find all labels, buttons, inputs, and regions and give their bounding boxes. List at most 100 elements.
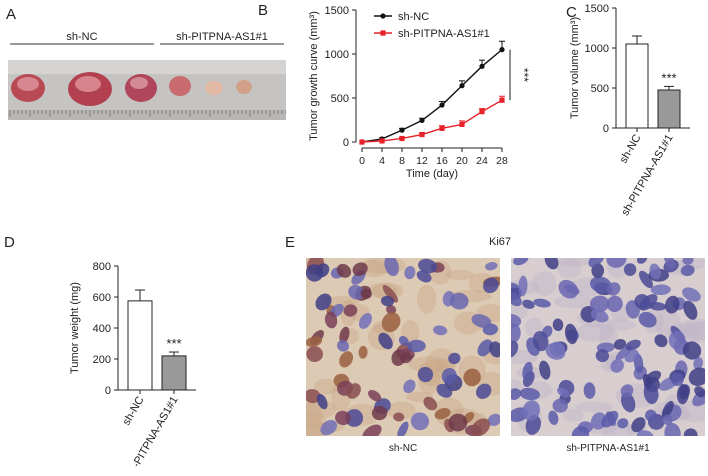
cell-nucleus <box>522 299 535 309</box>
cell-nucleus <box>606 295 623 313</box>
data-point <box>439 125 445 131</box>
stroma <box>306 400 323 428</box>
cell-nucleus <box>588 258 605 268</box>
data-point <box>419 117 425 124</box>
cell-nucleus <box>384 258 399 277</box>
tumor-2-highlight <box>75 76 101 92</box>
cell-nucleus <box>634 294 650 309</box>
stroma <box>306 399 337 419</box>
cell-nucleus <box>589 295 610 313</box>
cell-nucleus <box>368 389 382 402</box>
stroma <box>532 270 557 297</box>
data-point <box>439 102 445 108</box>
stroma <box>445 269 475 281</box>
cell-nucleus <box>398 335 409 346</box>
cell-nucleus <box>306 336 323 347</box>
cell-nucleus <box>624 349 639 363</box>
legend-marker <box>380 13 386 19</box>
cell-nucleus <box>483 277 499 294</box>
legend-marker <box>380 30 386 36</box>
tumor-1-highlight <box>17 77 39 91</box>
cell-nucleus <box>650 284 671 296</box>
cell-nucleus <box>552 398 568 413</box>
cell-nucleus <box>511 291 522 307</box>
cell-nucleus <box>434 408 451 420</box>
cell-nucleus <box>407 339 426 353</box>
series-line-sh-pitpna <box>361 99 503 143</box>
data-point <box>399 135 405 142</box>
cell-nucleus <box>418 258 438 274</box>
cell-nucleus <box>590 309 609 323</box>
stroma <box>681 321 705 340</box>
stroma <box>386 401 416 420</box>
stroma <box>553 294 598 309</box>
cell-nucleus <box>511 313 522 328</box>
cell-nucleus <box>522 400 540 421</box>
cell-nucleus <box>683 428 698 436</box>
cell-nucleus <box>448 413 468 432</box>
cell-nucleus <box>625 339 641 351</box>
cell-nucleus <box>533 298 551 308</box>
y-tick-label: 1000 <box>585 43 609 55</box>
cell-nucleus <box>683 300 698 320</box>
stroma <box>360 259 389 278</box>
panel-letter-a: A <box>6 6 17 23</box>
cell-nucleus <box>595 349 610 363</box>
legend-label: sh-NC <box>398 11 429 23</box>
ihc-image-sh-nc <box>306 258 500 436</box>
cell-nucleus <box>358 345 368 359</box>
panel-letter-c: C <box>566 4 577 21</box>
cell-nucleus <box>642 373 653 389</box>
cell-nucleus <box>416 270 432 283</box>
cell-nucleus <box>386 304 397 315</box>
cell-nucleus <box>324 311 338 329</box>
data-point <box>419 131 425 138</box>
cell-nucleus <box>665 295 680 314</box>
panel-letter-e: E <box>285 234 296 251</box>
stroma <box>557 258 582 279</box>
cell-nucleus <box>682 258 694 265</box>
significance-label: *** <box>517 68 531 82</box>
cell-nucleus <box>360 288 372 299</box>
cell-nucleus <box>623 263 637 276</box>
y-tick-label: 800 <box>93 261 111 273</box>
cell-nucleus <box>620 384 634 398</box>
cell-nucleus <box>638 270 653 289</box>
cell-nucleus <box>688 367 705 387</box>
x-tick-label: 8 <box>399 155 405 167</box>
cell-nucleus <box>485 261 498 271</box>
ihc-caption-sh-pitpna: sh-PITPNA-AS1#1 <box>566 443 650 454</box>
cell-nucleus <box>601 410 619 428</box>
cell-nucleus <box>682 341 702 360</box>
cell-nucleus <box>590 276 612 294</box>
cell-nucleus <box>668 330 686 350</box>
y-tick-label: 500 <box>331 93 349 105</box>
cell-nucleus <box>649 263 662 280</box>
cell-nucleus <box>378 332 393 350</box>
cell-nucleus <box>539 360 551 380</box>
x-tick-label: 0 <box>359 155 365 167</box>
cell-nucleus <box>316 393 328 410</box>
x-tick-label: 4 <box>379 155 385 167</box>
cell-nucleus <box>606 258 627 268</box>
x-tick-label: 20 <box>456 155 468 167</box>
cell-nucleus <box>345 409 364 427</box>
stroma <box>416 284 437 314</box>
cell-nucleus <box>404 265 416 280</box>
stroma <box>678 318 705 336</box>
bar-sh-nc <box>625 43 649 129</box>
cell-nucleus <box>664 422 681 436</box>
cell-nucleus <box>336 340 350 352</box>
data-point <box>479 109 485 115</box>
cell-nucleus <box>511 340 519 358</box>
cell-nucleus <box>663 258 676 269</box>
cell-nucleus <box>417 366 434 383</box>
cell-nucleus <box>621 392 636 413</box>
cell-nucleus <box>397 421 409 436</box>
stroma <box>575 401 614 413</box>
y-tick-label: 400 <box>93 323 111 335</box>
cell-nucleus <box>519 387 541 401</box>
x-tick-label: 28 <box>496 155 508 167</box>
cell-nucleus <box>680 264 695 277</box>
